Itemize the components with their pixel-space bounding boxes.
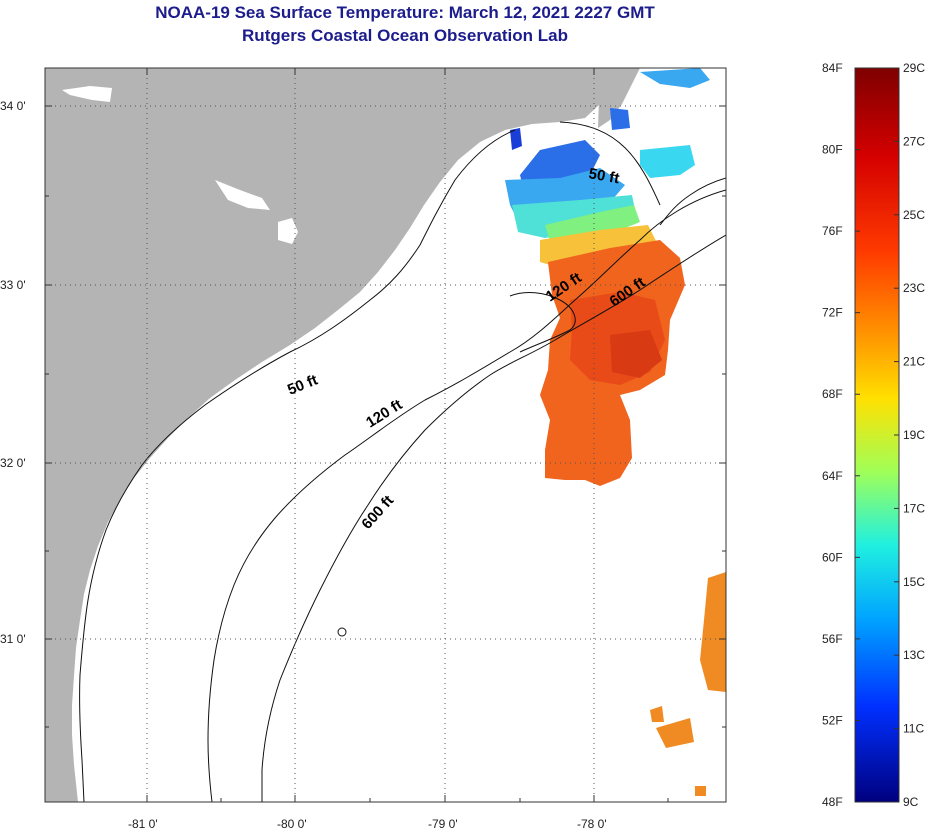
map-frame	[44, 67, 727, 803]
inland-feature	[215, 180, 270, 210]
contour-50ft	[79, 121, 661, 802]
inland-feature	[62, 86, 112, 102]
bathymetry-contours	[79, 121, 726, 802]
inland-feature	[278, 218, 298, 244]
lat-label: 34 0'	[0, 99, 26, 113]
contour-600ft	[261, 234, 726, 802]
axis-ticks	[45, 68, 726, 802]
land-mass-ne	[598, 68, 640, 128]
lat-label: 31 0'	[0, 632, 26, 646]
contour-120ft	[207, 189, 726, 802]
map-title: NOAA-19 Sea Surface Temperature: March 1…	[155, 3, 655, 22]
land-mass	[45, 68, 628, 802]
lat-label: 33 0'	[0, 278, 26, 292]
contour-label-50ft-north: 50 ft	[587, 165, 620, 187]
map-subtitle: Rutgers Coastal Ocean Observation Lab	[242, 26, 568, 45]
lon-label: -80 0'	[277, 817, 307, 831]
lon-label: -78 0'	[577, 817, 607, 831]
graticule	[45, 68, 726, 802]
sst-data-layer	[505, 68, 726, 796]
lat-label: 32 0'	[0, 456, 26, 470]
lon-label: -81 0'	[128, 817, 158, 831]
lon-label: -79 0'	[428, 817, 458, 831]
